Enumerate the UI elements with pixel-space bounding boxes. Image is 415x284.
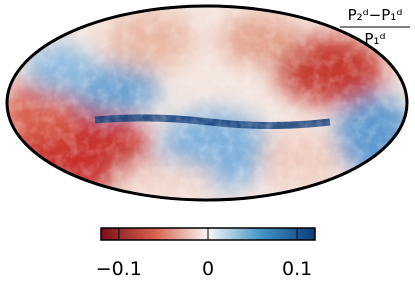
tick-label: −0.1 bbox=[96, 258, 142, 280]
colorbar-label: P₂ᵈ−P₁ᵈ P₁ᵈ bbox=[340, 6, 410, 48]
tick-label: 0.1 bbox=[282, 258, 312, 280]
tick-label: 0 bbox=[202, 258, 214, 280]
label-numerator: P₂ᵈ−P₁ᵈ bbox=[348, 6, 403, 24]
map-outline bbox=[5, 4, 409, 202]
sky-map bbox=[7, 6, 407, 200]
label-denominator: P₁ᵈ bbox=[364, 30, 385, 48]
